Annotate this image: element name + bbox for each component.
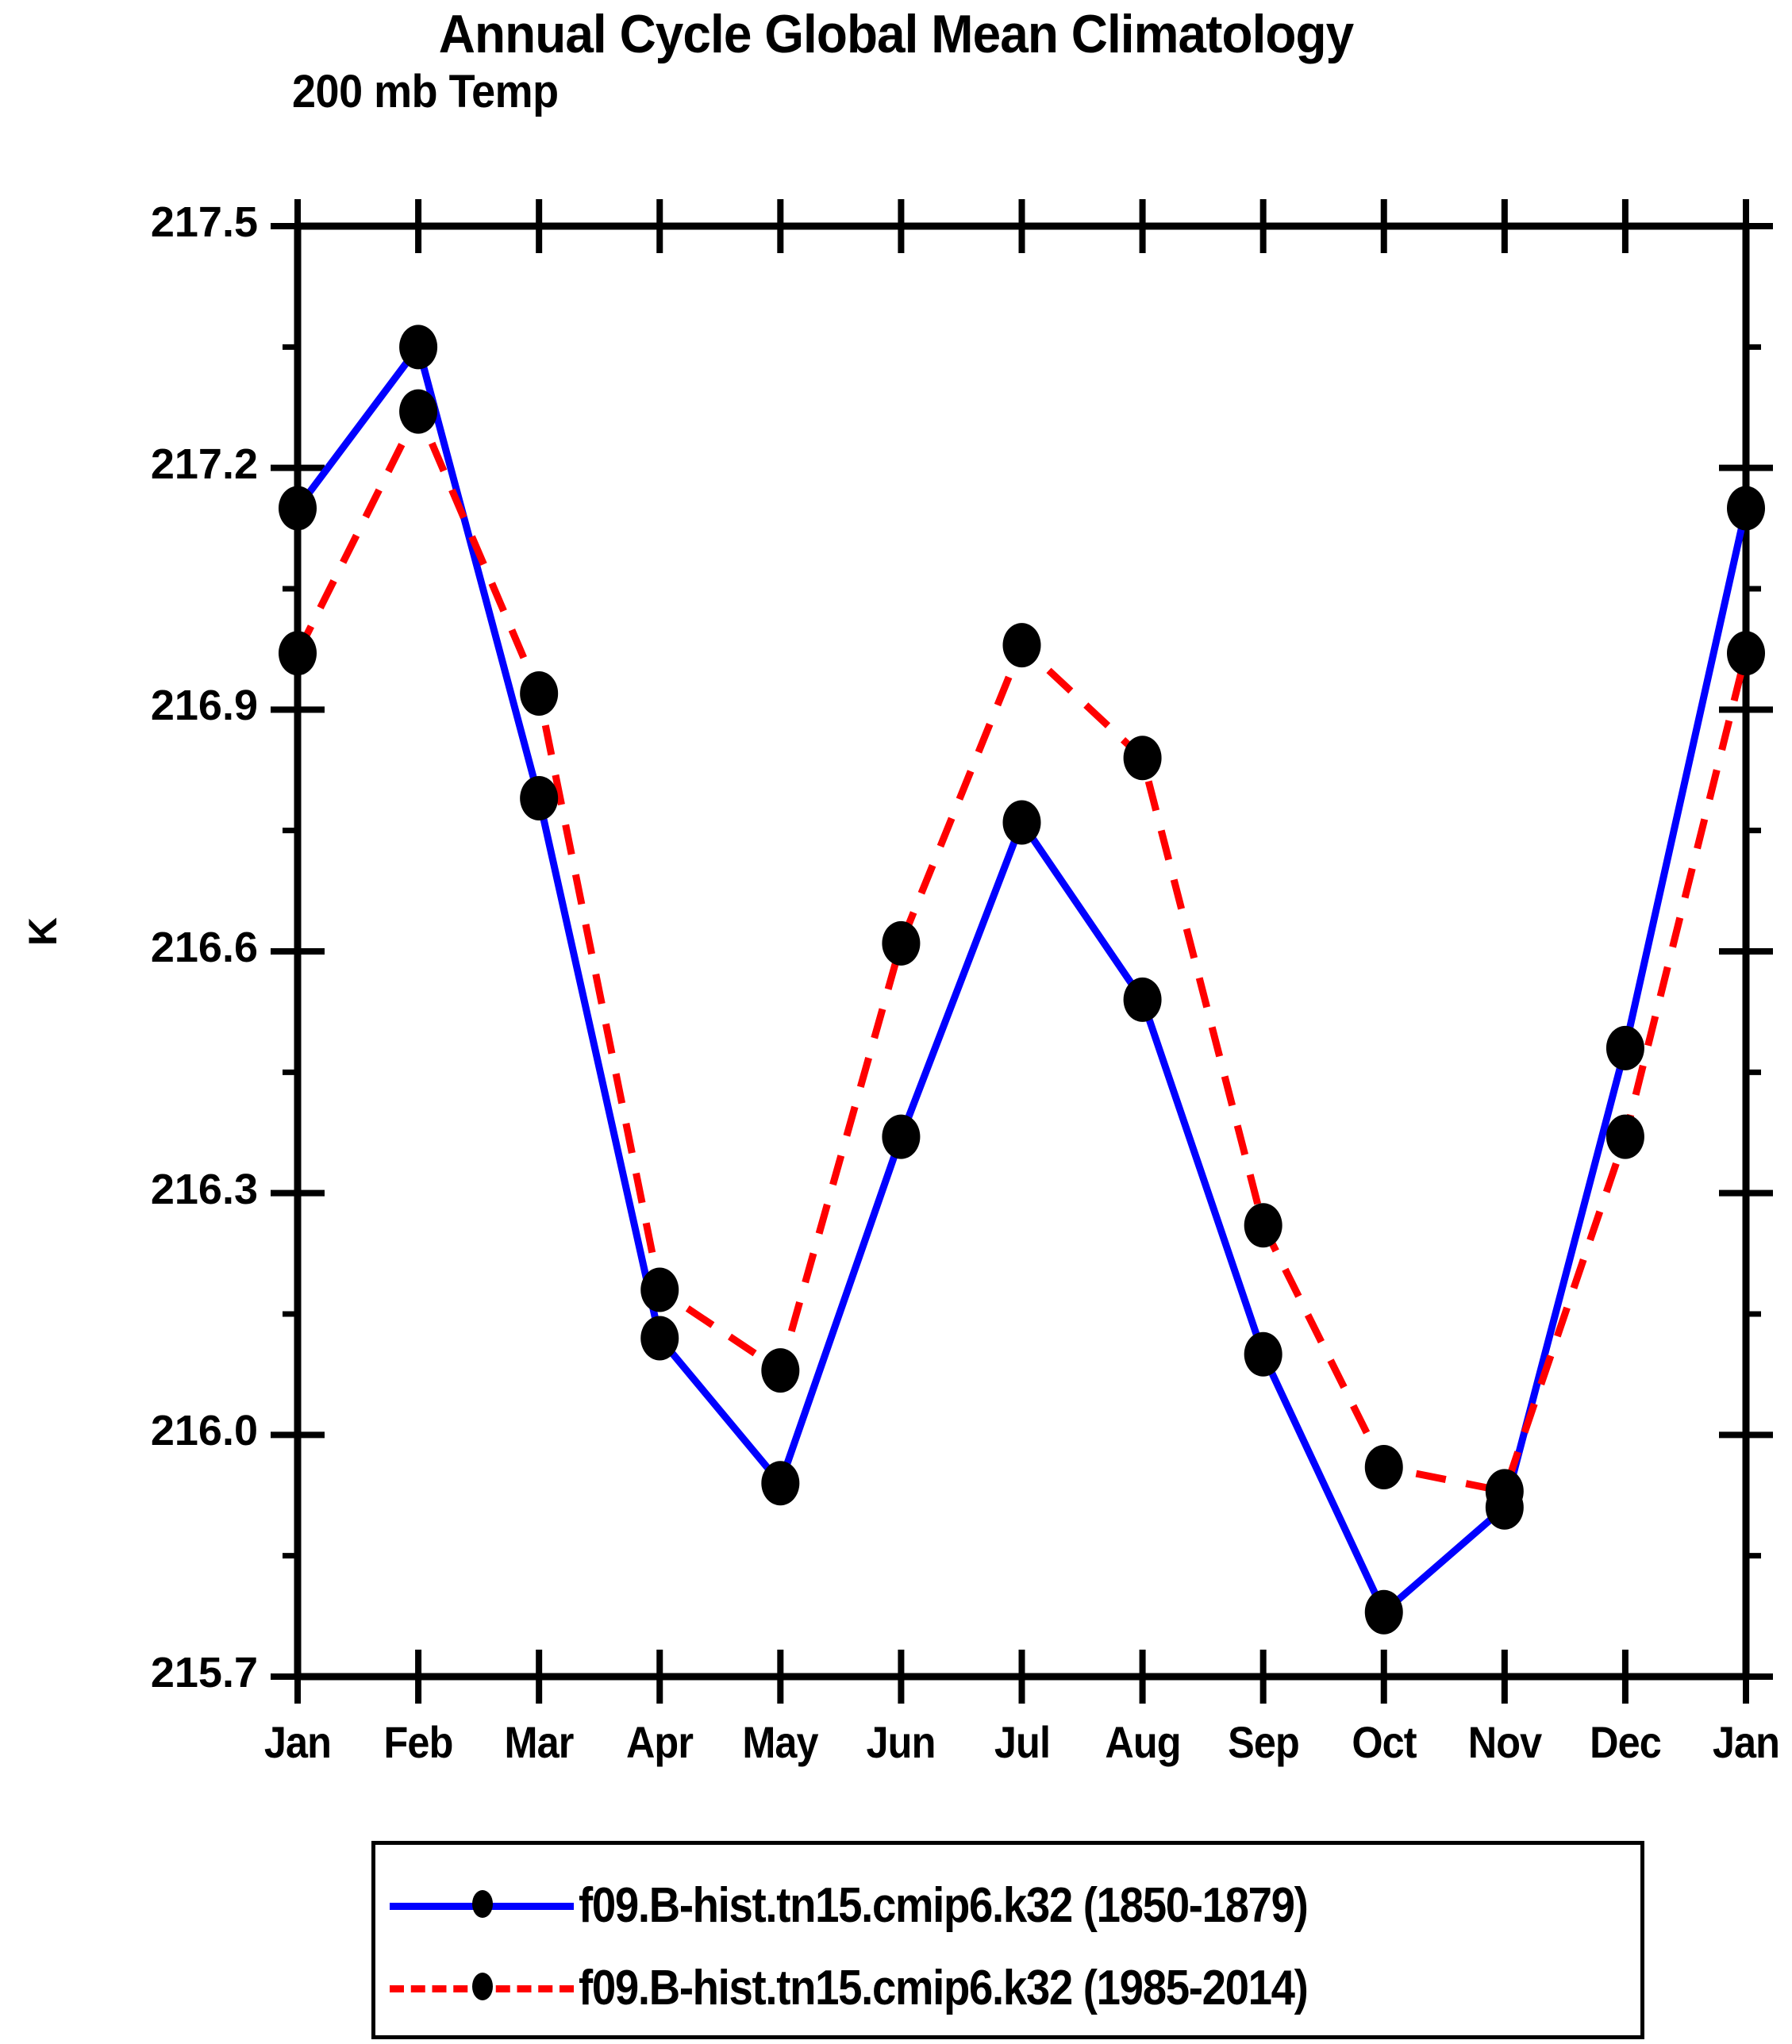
- x-tick-label: Feb: [383, 1717, 454, 1767]
- y-tick-label: 216.6: [150, 924, 258, 971]
- x-tick-label: Oct: [1352, 1717, 1417, 1767]
- data-point-marker: [520, 671, 559, 717]
- data-point-marker: [1244, 1203, 1282, 1248]
- data-point-marker: [1364, 1444, 1403, 1489]
- data-point-marker: [1605, 1114, 1644, 1159]
- series-lines: [294, 339, 1750, 1619]
- series-line-1: [294, 402, 1750, 1496]
- series-markers: [279, 325, 1765, 1635]
- data-point-marker: [279, 631, 317, 676]
- x-tick-label: Apr: [626, 1717, 694, 1767]
- x-tick-label: Sep: [1227, 1717, 1300, 1767]
- y-tick-label: 217.5: [150, 198, 258, 246]
- data-point-marker: [1002, 623, 1041, 668]
- legend-marker-icon: [472, 1973, 493, 2000]
- legend-swatch-1: [390, 1964, 574, 2011]
- data-point-marker: [761, 1348, 800, 1393]
- data-point-marker: [1364, 1589, 1403, 1635]
- axis-ticks: [271, 199, 1773, 1704]
- legend-label-0: f09.B-hist.tn15.cmip6.k32 (1850-1879): [579, 1877, 1309, 1933]
- legend-marker-icon: [472, 1890, 493, 1918]
- y-tick-label: 216.0: [150, 1407, 258, 1455]
- legend-entry-1: f09.B-hist.tn15.cmip6.k32 (1985-2014): [375, 1948, 1640, 2027]
- data-point-marker: [882, 1114, 921, 1159]
- data-point-marker: [399, 389, 438, 434]
- data-point-marker: [1727, 631, 1765, 676]
- x-tick-label: Nov: [1467, 1717, 1542, 1767]
- data-point-marker: [279, 486, 317, 531]
- legend-label-1: f09.B-hist.tn15.cmip6.k32 (1985-2014): [579, 1960, 1309, 2015]
- x-tick-label: Jan: [1712, 1717, 1780, 1767]
- data-point-marker: [640, 1316, 679, 1361]
- legend: f09.B-hist.tn15.cmip6.k32 (1850-1879) f0…: [371, 1841, 1644, 2039]
- legend-entry-0: f09.B-hist.tn15.cmip6.k32 (1850-1879): [375, 1865, 1640, 1945]
- x-tick-label: Dec: [1590, 1717, 1662, 1767]
- y-tick-label: 216.3: [150, 1165, 258, 1213]
- data-point-marker: [1485, 1469, 1524, 1514]
- chart-subtitle: 200 mb Temp: [292, 66, 559, 117]
- data-point-marker: [640, 1267, 679, 1312]
- x-tick-label: Jan: [263, 1717, 332, 1767]
- data-point-marker: [1605, 1025, 1644, 1070]
- data-point-marker: [1727, 486, 1765, 531]
- data-point-marker: [1244, 1331, 1282, 1377]
- data-point-marker: [882, 920, 921, 966]
- x-tick-label: Jul: [994, 1717, 1050, 1767]
- page-title: Annual Cycle Global Mean Climatology: [438, 4, 1354, 64]
- data-point-marker: [399, 325, 438, 370]
- y-tick-label: 216.9: [150, 682, 258, 730]
- x-tick-label: Aug: [1104, 1717, 1181, 1767]
- data-point-marker: [761, 1461, 800, 1506]
- y-tick-label: 215.7: [150, 1649, 258, 1696]
- x-tick-label: Jun: [866, 1717, 936, 1767]
- x-tick-label: May: [742, 1717, 819, 1767]
- x-tick-label: Mar: [504, 1717, 575, 1767]
- y-tick-label: 217.2: [150, 440, 258, 488]
- axis-frame: [294, 222, 1750, 1681]
- data-point-marker: [1123, 736, 1162, 781]
- data-point-marker: [1123, 977, 1162, 1022]
- data-point-marker: [1002, 800, 1041, 845]
- data-point-marker: [520, 776, 559, 821]
- legend-swatch-0: [390, 1881, 574, 1929]
